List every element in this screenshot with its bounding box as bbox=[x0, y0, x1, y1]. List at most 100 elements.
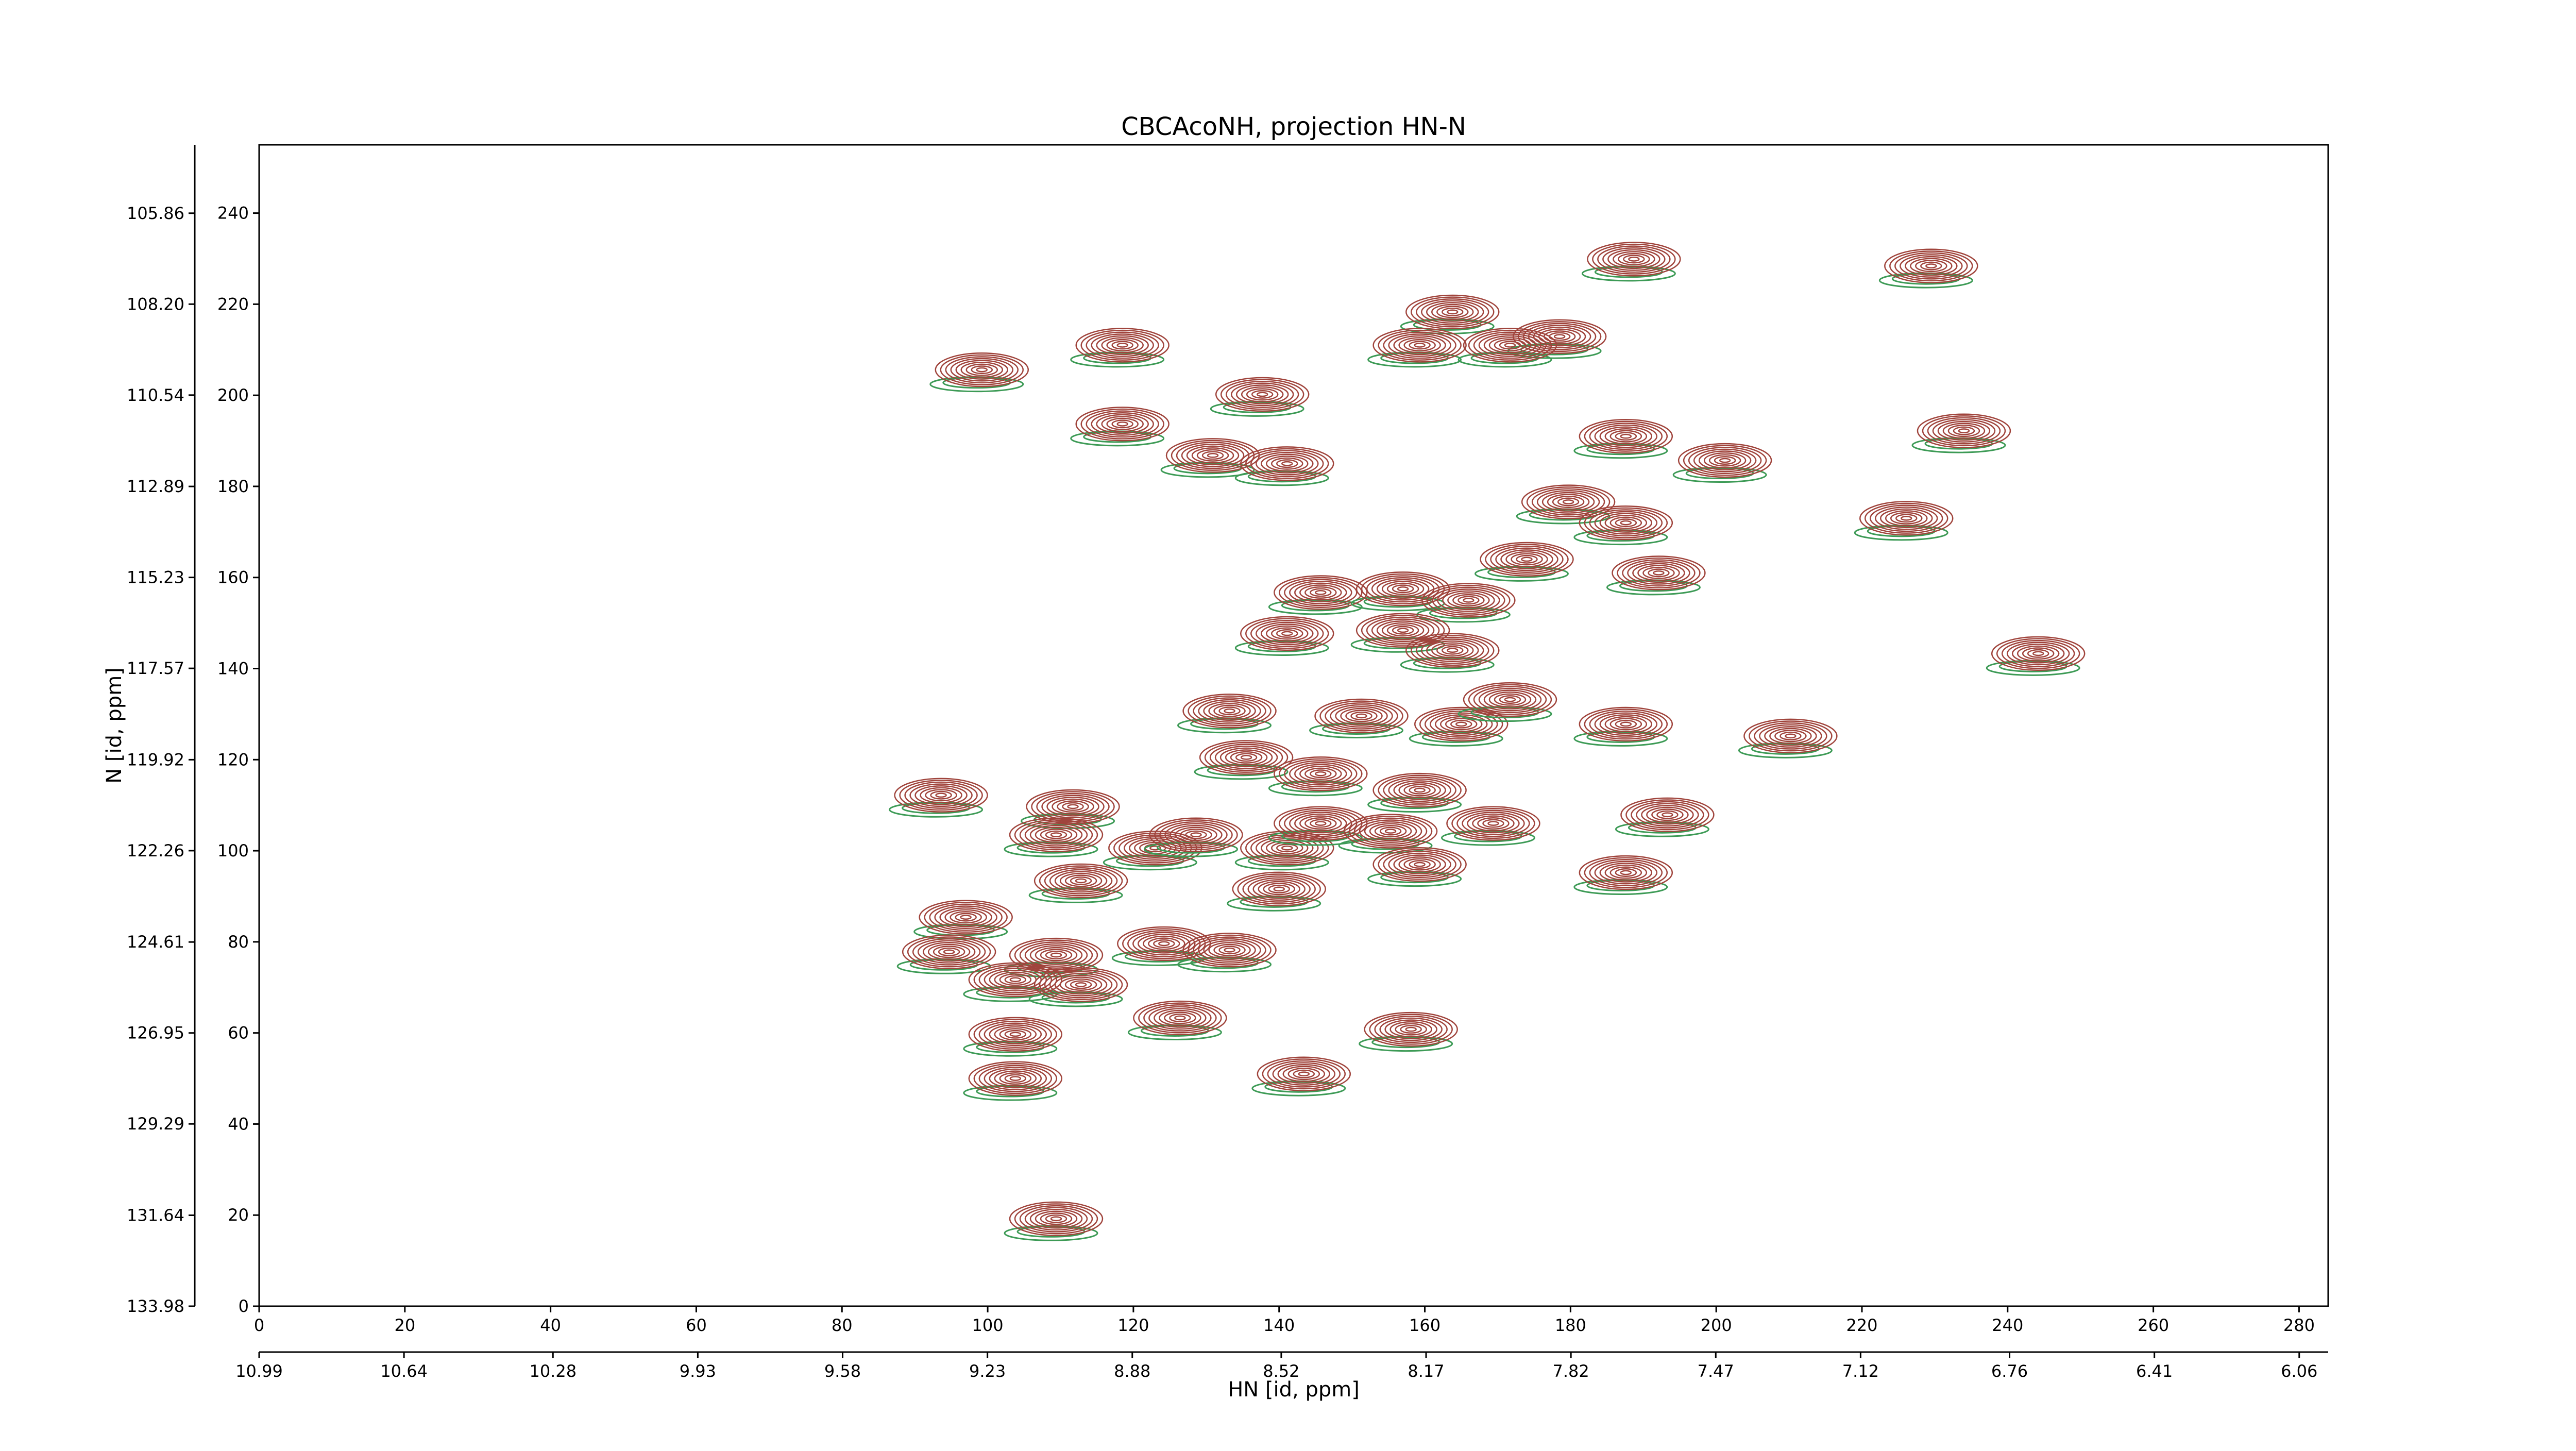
positive-contour bbox=[1050, 952, 1062, 958]
positive-contour bbox=[902, 934, 996, 969]
positive-contour bbox=[1411, 635, 1495, 666]
positive-contour bbox=[1213, 943, 1246, 956]
positive-contour bbox=[1436, 306, 1469, 318]
positive-contour bbox=[2011, 644, 2065, 664]
positive-contour bbox=[1584, 857, 1668, 888]
positive-contour bbox=[1314, 698, 1409, 734]
positive-contour bbox=[1958, 428, 1970, 433]
y-tick-label: 60 bbox=[228, 1023, 249, 1043]
positive-contour bbox=[1203, 940, 1256, 960]
positive-contour bbox=[1372, 328, 1467, 363]
positive-contour bbox=[1348, 816, 1433, 847]
positive-contour bbox=[1091, 412, 1154, 436]
positive-contour bbox=[1584, 708, 1668, 740]
peak bbox=[1350, 571, 1450, 612]
positive-contour bbox=[1246, 388, 1279, 401]
positive-contour bbox=[1376, 620, 1430, 640]
x2-tick-label: 7.82 bbox=[1553, 1361, 1589, 1381]
positive-contour bbox=[1299, 584, 1342, 601]
positive-contour bbox=[1383, 331, 1456, 359]
positive-contour bbox=[1294, 582, 1347, 603]
positive-contour bbox=[1953, 426, 1975, 435]
positive-contour bbox=[1494, 339, 1527, 351]
positive-contour bbox=[1378, 329, 1462, 361]
peak bbox=[1400, 294, 1500, 334]
positive-contour bbox=[1279, 577, 1363, 608]
positive-contour bbox=[1198, 938, 1261, 962]
positive-contour bbox=[1129, 838, 1182, 858]
positive-contour bbox=[1632, 563, 1685, 583]
y2-tick-label: 126.95 bbox=[127, 1023, 184, 1043]
positive-contour bbox=[1310, 588, 1332, 597]
peak bbox=[963, 1061, 1063, 1101]
positive-contour bbox=[1159, 821, 1233, 849]
peak bbox=[1309, 698, 1409, 738]
positive-contour bbox=[1409, 341, 1431, 350]
positive-contour bbox=[1480, 542, 1574, 577]
positive-contour bbox=[1490, 545, 1564, 573]
positive-contour bbox=[1371, 618, 1435, 643]
positive-contour bbox=[989, 969, 1042, 990]
positive-contour bbox=[1086, 410, 1159, 438]
positive-contour bbox=[2022, 647, 2055, 660]
positive-contour bbox=[1201, 451, 1224, 460]
positive-contour bbox=[2001, 639, 2075, 667]
positive-contour bbox=[1170, 824, 1223, 845]
positive-contour bbox=[1279, 758, 1363, 789]
positive-contour bbox=[1780, 731, 1802, 740]
positive-contour bbox=[1256, 451, 1319, 476]
positive-contour bbox=[1149, 845, 1161, 851]
positive-contour bbox=[1374, 1016, 1448, 1043]
positive-contour bbox=[894, 778, 988, 813]
positive-contour bbox=[1398, 856, 1441, 873]
positive-contour bbox=[1218, 946, 1241, 955]
positive-contour bbox=[1029, 824, 1083, 845]
positive-contour bbox=[1240, 446, 1334, 481]
x-tick-label: 280 bbox=[2283, 1315, 2315, 1335]
positive-contour bbox=[1299, 815, 1342, 832]
positive-contour bbox=[1199, 740, 1294, 775]
positive-contour bbox=[1409, 786, 1431, 795]
x-tick-label: 180 bbox=[1555, 1315, 1586, 1335]
positive-contour bbox=[1683, 445, 1767, 476]
positive-contour bbox=[1594, 424, 1658, 448]
positive-contour bbox=[1045, 830, 1067, 839]
positive-contour bbox=[1895, 514, 1918, 523]
positive-contour bbox=[945, 356, 1019, 384]
positive-contour bbox=[1075, 407, 1170, 442]
positive-contour bbox=[1431, 303, 1474, 320]
peak bbox=[1210, 377, 1310, 417]
positive-contour bbox=[1531, 488, 1605, 516]
positive-contour bbox=[919, 900, 1013, 935]
positive-contour bbox=[1890, 512, 1923, 525]
positive-contour bbox=[1395, 1023, 1427, 1036]
peak bbox=[1070, 407, 1170, 447]
peak bbox=[1615, 797, 1715, 837]
x-tick-label: 120 bbox=[1117, 1315, 1149, 1335]
peak bbox=[1177, 933, 1277, 973]
x2-tick-label: 7.12 bbox=[1842, 1361, 1879, 1381]
positive-contour bbox=[1579, 505, 1673, 541]
positive-contour bbox=[2027, 649, 2049, 658]
positive-contour bbox=[1393, 335, 1446, 356]
peak bbox=[1573, 706, 1673, 747]
positive-contour bbox=[1353, 817, 1428, 845]
positive-contour bbox=[1688, 447, 1762, 475]
positive-contour bbox=[1208, 703, 1251, 719]
positive-contour bbox=[1052, 798, 1094, 815]
positive-contour bbox=[1594, 861, 1658, 885]
positive-contour bbox=[1615, 432, 1637, 441]
positive-contour bbox=[1604, 515, 1648, 531]
positive-contour bbox=[1597, 245, 1671, 273]
positive-contour bbox=[1067, 804, 1079, 809]
positive-contour bbox=[994, 1026, 1037, 1042]
positive-contour bbox=[1080, 329, 1164, 361]
y2-tick-label: 115.23 bbox=[127, 568, 184, 587]
positive-contour bbox=[1482, 819, 1504, 828]
x2-tick-label: 10.28 bbox=[529, 1361, 577, 1381]
positive-contour bbox=[917, 940, 981, 964]
positive-contour bbox=[1075, 982, 1087, 987]
positive-contour bbox=[1196, 449, 1229, 462]
peak bbox=[1004, 817, 1104, 857]
